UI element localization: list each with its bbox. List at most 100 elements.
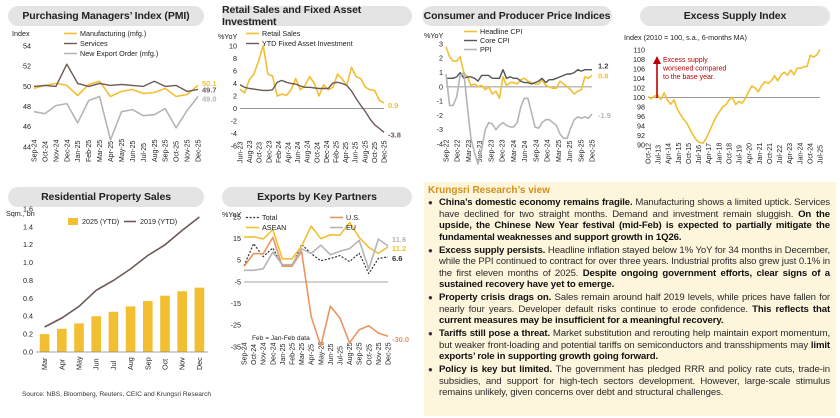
- bullet-4-head: Tariffs still pose a threat.: [439, 328, 550, 340]
- cpi-ytick: -1: [437, 97, 443, 106]
- property-bar-2025: [160, 295, 170, 352]
- cpi-ytick: 0: [439, 82, 443, 91]
- bullet-5-text: The government has pledged RRR and polic…: [439, 364, 830, 399]
- exports-legend-0: Total: [262, 213, 278, 222]
- cpi-line-1: [446, 69, 592, 85]
- supply-ytick: 110: [634, 45, 645, 54]
- property-bar-2025: [39, 334, 50, 352]
- property-xtick: Jun: [92, 358, 101, 370]
- cpi-ytick: -4: [437, 139, 443, 148]
- retail-xtick: Aug-23: [247, 140, 254, 163]
- retail-xtick: Dec-23: [266, 140, 273, 163]
- pmi-xtick: Jul-25: [141, 143, 148, 162]
- exports-ytick: 15: [233, 234, 241, 243]
- supply-ytick: 102: [633, 83, 645, 92]
- supply-xtick: Oct-18: [726, 143, 733, 164]
- exports-xtick: Mar-25: [299, 343, 306, 365]
- pmi-line-0: [33, 80, 199, 98]
- pmi-xtick: Sep-24: [32, 139, 39, 162]
- cpi-end-label-2: -1.9: [598, 111, 611, 120]
- retail-ytick: 6: [233, 66, 237, 75]
- cpi-xtick: Jun-25: [567, 140, 574, 162]
- supply-xtick: Oct-21: [767, 143, 774, 164]
- cpi-xtick: Mar-24: [511, 140, 518, 162]
- cpi-ytick: 3: [439, 39, 443, 48]
- exports-ytick: 25: [233, 212, 241, 221]
- supply-ylabel: Index (2010 = 100, s.a., 6-months MA): [624, 33, 747, 42]
- source-note: Source: NBS, Bloomberg, Reuters, CEIC an…: [22, 391, 212, 398]
- supply-xtick: Apr-14: [666, 143, 673, 164]
- retail-xtick: Dec-24: [324, 140, 331, 163]
- pmi-ylabel: Index: [12, 29, 30, 38]
- property-xtick: Oct: [161, 359, 170, 370]
- pmi-xtick: Dec-24: [64, 139, 71, 162]
- pmi-ytick: 48: [23, 102, 31, 111]
- retail-xtick: Jun-24: [295, 141, 302, 163]
- property-bar-2025: [125, 306, 136, 352]
- exports-xtick: Sep-24: [242, 342, 249, 365]
- supply-annotation-line: worsened compared: [662, 66, 727, 73]
- property-xtick: Dec: [195, 357, 204, 370]
- bullet-3-strong: This reflects that current measures may …: [439, 303, 831, 327]
- property-ytick: 1.6: [23, 204, 33, 213]
- supply-arrow-head: [653, 56, 661, 64]
- supply-ytick: 98: [637, 102, 645, 111]
- bullet-2-strong: Despite ongoing government efforts, clea…: [439, 267, 830, 291]
- exports-end-label-0: 6.6: [392, 254, 402, 263]
- cpi-ylabel: %YoY: [424, 31, 444, 40]
- exports-xtick: Aug-25: [347, 342, 354, 365]
- pmi-xtick: Feb-25: [86, 140, 93, 162]
- cpi-end-label-0: 0.8: [598, 71, 608, 80]
- cpi-ytick: 2: [439, 54, 443, 63]
- pmi-xtick: Jan-25: [75, 140, 82, 162]
- retail-xtick: Apr-24: [286, 142, 293, 163]
- supply-ytick: 94: [637, 121, 645, 130]
- exports-line-3: [244, 238, 389, 272]
- property-bar-2025: [74, 323, 84, 352]
- pmi-ytick: 44: [23, 142, 31, 151]
- retail-xtick: Aug-24: [305, 140, 312, 163]
- exports-ytick: -5: [235, 277, 241, 286]
- exports-ytick: -35: [231, 342, 241, 351]
- cpi-legend-1: Core CPI: [480, 36, 510, 45]
- exports-xtick: Nov-24: [261, 342, 268, 365]
- cpi-ytick: 1: [439, 68, 443, 77]
- exports-legend-2: ASEAN: [262, 223, 286, 232]
- retail-xtick: Aug-25: [362, 140, 369, 163]
- supply-annotation: Excess supply worsened compared to the bas…: [662, 57, 727, 81]
- pmi-ytick: 54: [23, 41, 31, 50]
- cpi-xtick: Dec-25: [590, 139, 597, 162]
- view-bullet-4: Tariffs still pose a threat. Market subs…: [428, 328, 830, 363]
- bullet-1-strong: On the upside, the Chinese New Year fest…: [439, 208, 830, 243]
- exports-ylabel: %YoY: [222, 210, 242, 219]
- retail-legend-0: Retail Sales: [262, 29, 301, 38]
- bullet-2-text: Headline inflation stayed below 1% YoY f…: [439, 244, 830, 279]
- supply-ytick: 90: [637, 140, 645, 149]
- property-bar-2025: [91, 316, 102, 352]
- property-xtick: Jul: [109, 360, 118, 370]
- pmi-end-label-2: 49.0: [202, 95, 217, 104]
- pmi-ytick: 46: [23, 122, 31, 131]
- pmi-xtick: Apr-25: [108, 141, 115, 162]
- pmi-legend-1: Services: [80, 39, 108, 48]
- pmi-xtick: Dec-25: [196, 139, 203, 162]
- bullet-2-head: Excess supply persists.: [439, 244, 546, 256]
- cpi-xtick: Sep-24: [533, 139, 540, 162]
- supply-xtick: Oct-15: [686, 143, 693, 164]
- pmi-xtick: Oct-24: [42, 141, 49, 162]
- retail-ytick: 2: [233, 91, 237, 100]
- exports-ytick: 5: [237, 256, 241, 265]
- exports-note: Feb = Jan-Feb data: [252, 335, 310, 342]
- property-ytick: 1.0: [23, 258, 33, 267]
- retail-xtick: Oct-23: [257, 142, 264, 163]
- supply-annotation-line: Excess supply: [663, 57, 708, 64]
- supply-ytick: 96: [637, 112, 645, 121]
- exports-end-label-2: 11.2: [392, 244, 406, 253]
- supply-title: Excess Supply Index: [640, 6, 830, 26]
- legend-2025: 2025 (YTD): [82, 217, 119, 226]
- cpi-xtick: Dec-23: [500, 139, 507, 162]
- retail-xtick: Dec-25: [382, 140, 389, 163]
- exports-xtick: Apr-25: [309, 344, 316, 365]
- property-bar-2025: [56, 328, 67, 352]
